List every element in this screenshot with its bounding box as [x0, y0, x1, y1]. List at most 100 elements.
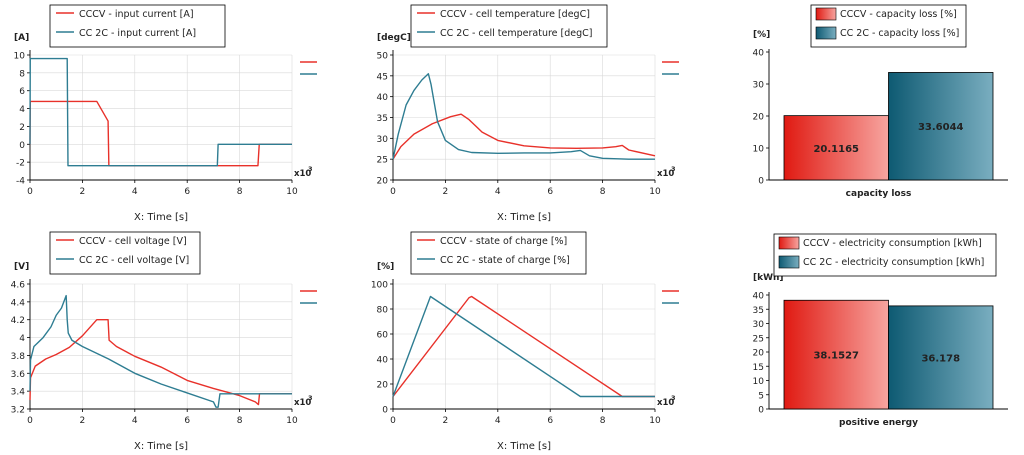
x-multiplier-exponent: 3 [671, 394, 676, 402]
y-tick-label: 3.8 [11, 352, 26, 362]
legend-entry-1: CC 2C - cell temperature [degC] [440, 28, 592, 39]
y-tick-label: 2 [19, 123, 25, 133]
x-multiplier-exponent: 3 [308, 394, 313, 402]
legend-entry-0: CCCV - cell temperature [degC] [440, 9, 590, 20]
y-tick-label: 0 [382, 406, 388, 416]
bar-0 [783, 115, 889, 181]
x-tick-label: 4 [132, 416, 138, 426]
y-tick-label: 5 [758, 391, 764, 401]
y-tick-label: 8 [19, 69, 25, 79]
y-tick-label: 35 [753, 306, 764, 316]
chart-panel-1: [degC] CCCV - cell temperature [degC] CC 2… [377, 4, 679, 223]
chart-panel-3: [V] CCCV - cell voltage [V] CC 2C - cell v… [11, 231, 317, 452]
x-tick-label: 6 [547, 187, 553, 197]
y-tick-label: 4 [19, 105, 25, 115]
x-multiplier: x10 [657, 398, 674, 408]
y-tick-label: 10 [753, 377, 765, 387]
y-tick-label: 15 [753, 363, 764, 373]
y-tick-label: 30 [753, 81, 765, 91]
x-multiplier: x10 [294, 169, 311, 179]
y-tick-label: 4 [19, 334, 25, 344]
y-tick-label: 6 [19, 87, 25, 97]
legend-swatch-0 [778, 236, 800, 250]
x-tick-label: 0 [27, 416, 33, 426]
y-tick-label: 3.4 [11, 388, 26, 398]
x-multiplier: x10 [657, 169, 674, 179]
bar-value-label-0: 38.1527 [813, 351, 859, 362]
y-tick-label: 80 [377, 306, 389, 316]
x-tick-label: 4 [495, 187, 501, 197]
bar-value-label-1: 36.178 [921, 353, 960, 364]
legend-box [773, 233, 997, 277]
x-tick-label: 8 [237, 416, 243, 426]
legend-entry-0: CCCV - state of charge [%] [440, 236, 567, 247]
y-tick-label: 45 [377, 72, 388, 82]
y-tick-label: 30 [753, 320, 765, 330]
x-tick-label: 2 [443, 416, 449, 426]
y-tick-label: 25 [753, 334, 764, 344]
x-tick-label: 2 [80, 187, 86, 197]
legend-entry-0: CCCV - cell voltage [V] [79, 236, 187, 247]
bar-value-label-0: 20.1165 [813, 144, 859, 155]
legend-entry-0: CCCV - capacity loss [%] [840, 9, 957, 20]
y-tick-label: 4.6 [11, 281, 26, 291]
y-tick-label: 60 [377, 331, 389, 341]
legend-entry-1: CC 2C - capacity loss [%] [840, 28, 959, 39]
y-tick-label: 0 [758, 406, 764, 416]
chart-panel-0: [A] CCCV - input current [A] CC 2C - input… [14, 4, 317, 223]
x-tick-label: 8 [600, 187, 606, 197]
x-axis-label: X: Time [s] [497, 441, 551, 452]
legend-entry-0: CCCV - electricity consumption [kWh] [803, 238, 982, 249]
y-tick-label: 3.2 [11, 406, 25, 416]
y-tick-label: 35 [377, 114, 388, 124]
y-tick-label: 20 [753, 349, 765, 359]
x-tick-label: 8 [600, 416, 606, 426]
y-tick-label: 10 [753, 145, 765, 155]
x-axis-label: X: Time [s] [134, 212, 188, 223]
x-tick-label: 6 [184, 416, 190, 426]
y-tick-label: 4.4 [11, 298, 26, 308]
x-tick-label: 4 [495, 416, 501, 426]
series-line-1 [392, 295, 655, 398]
y-tick-label: 20 [377, 381, 389, 391]
x-tick-label: 6 [547, 416, 553, 426]
bar-1 [888, 72, 994, 181]
x-multiplier: x10 [294, 398, 311, 408]
y-unit-label: [V] [14, 262, 29, 272]
bar-category-label: positive energy [839, 418, 918, 428]
x-tick-label: 2 [80, 416, 86, 426]
y-unit-label: [%] [753, 30, 770, 40]
x-tick-label: 10 [649, 416, 661, 426]
series-line-0 [392, 113, 656, 160]
bar-1 [888, 305, 994, 410]
chart-panel-4: [%] CCCV - state of charge [%] CC 2C - sta… [371, 231, 679, 452]
y-tick-label: 3.6 [11, 370, 26, 380]
y-tick-label: 0 [758, 177, 764, 187]
series-line-1 [29, 57, 292, 167]
x-tick-label: 0 [390, 187, 396, 197]
x-axis-label: X: Time [s] [134, 441, 188, 452]
y-tick-label: 40 [753, 292, 765, 302]
x-tick-label: 2 [443, 187, 449, 197]
x-tick-label: 6 [184, 187, 190, 197]
y-tick-label: -2 [16, 159, 25, 169]
series-line-0 [29, 100, 292, 167]
y-tick-label: 30 [377, 135, 389, 145]
legend-box [410, 231, 587, 275]
y-tick-label: 50 [377, 52, 389, 62]
series-line-0 [392, 295, 655, 398]
y-tick-label: 0 [19, 141, 25, 151]
x-tick-label: 10 [286, 187, 298, 197]
chart-panel-5: [kWh] CCCV - electricity consumption [kWh… [753, 233, 1008, 428]
x-tick-label: 4 [132, 187, 138, 197]
legend-entry-1: CC 2C - input current [A] [79, 28, 196, 39]
y-tick-label: 100 [371, 281, 388, 291]
legend-swatch-1 [778, 255, 800, 269]
bar-category-label: capacity loss [846, 189, 912, 199]
bar-0 [783, 299, 889, 410]
y-tick-label: 40 [377, 93, 389, 103]
y-tick-label: 40 [377, 356, 389, 366]
legend-box [810, 4, 967, 48]
y-unit-label: [kWh] [753, 273, 784, 283]
